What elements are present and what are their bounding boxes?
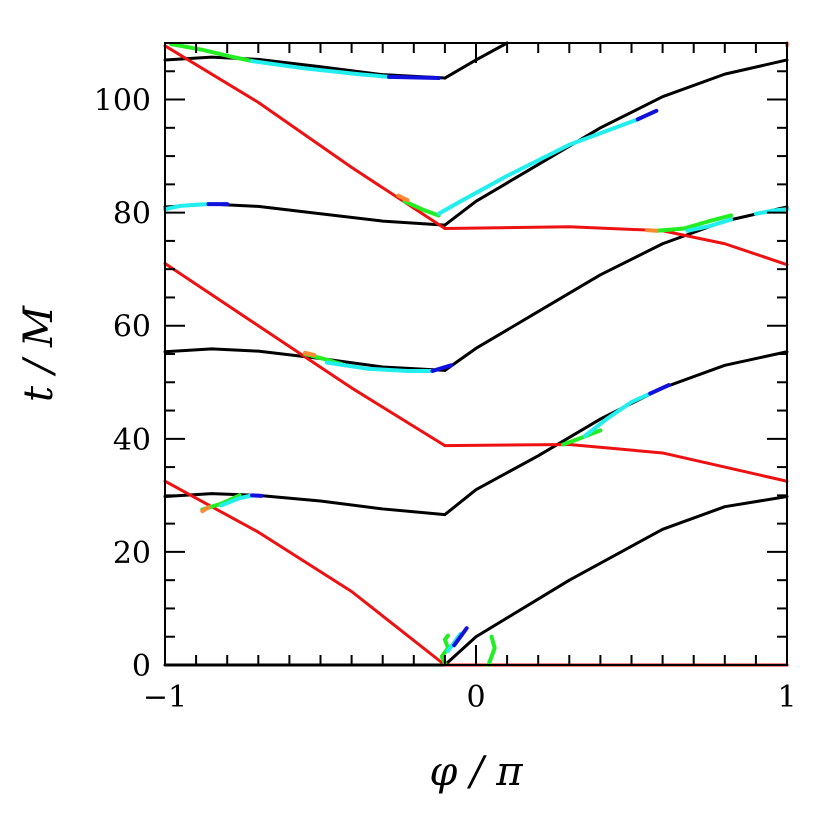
x-axis-label: φ / π <box>429 749 523 795</box>
highlight-segment-blue-17 <box>635 108 659 122</box>
highlight-segment-blue-27 <box>386 74 441 81</box>
series-line-black-3 <box>163 347 447 372</box>
series-line-black-2 <box>443 350 789 517</box>
y-tick-label-1: 20 <box>113 536 151 571</box>
highlight-segment-cyan-26 <box>250 59 391 79</box>
y-tick-label-2: 40 <box>113 423 151 458</box>
y-tick-label-4: 80 <box>113 197 151 232</box>
series-line-red-15 <box>443 225 789 267</box>
series-line-black-1 <box>163 492 447 517</box>
plot-frame <box>164 42 788 666</box>
y-axis-label: t / M <box>16 305 62 402</box>
series-line-red-12 <box>163 262 447 448</box>
highlight-segment-blue-2 <box>250 493 264 498</box>
y-tick-label-5: 100 <box>94 84 151 119</box>
highlight-segment-cyan-16 <box>436 117 640 216</box>
x-tick-label-2: 1 <box>777 680 796 715</box>
series-line-black-5 <box>163 202 447 227</box>
highlight-segment-cyan-13 <box>582 391 653 438</box>
highlight-layer <box>163 42 789 667</box>
x-tick-label-1: 0 <box>466 680 485 715</box>
highlight-segment-cyan-22 <box>163 202 211 212</box>
highlight-segment-cyan-1 <box>218 493 255 508</box>
series-line-black-6 <box>443 58 789 227</box>
highlight-segment-green-25 <box>169 42 255 64</box>
highlight-segment-orange-11 <box>302 350 317 358</box>
highlight-segment-orange-18 <box>396 193 410 203</box>
x-tick-label-0: −1 <box>143 680 187 715</box>
series-line-black-4 <box>443 205 789 372</box>
highlight-segment-orange-24 <box>645 228 659 233</box>
highlight-segment-blue-14 <box>648 383 671 396</box>
highlight-segment-blue-10 <box>430 363 454 373</box>
highlight-segment-blue-6 <box>452 626 469 648</box>
highlight-segment-cyan-21 <box>753 207 789 216</box>
series-line-red-13 <box>443 442 789 483</box>
series-line-red-14 <box>163 44 447 230</box>
y-tick-label-0: 0 <box>132 649 151 684</box>
highlight-segment-green-7 <box>486 634 497 667</box>
series-line-black-0 <box>443 494 789 667</box>
highlight-segment-green-12 <box>561 428 603 447</box>
highlight-segment-green-15 <box>402 199 441 218</box>
highlight-segment-cyan-9 <box>324 360 435 373</box>
tick-layer <box>164 43 788 666</box>
highlight-segment-orange-3 <box>200 505 211 514</box>
highlight-segment-cyan-20 <box>685 217 734 233</box>
highlight-segment-green-19 <box>654 213 734 233</box>
series-layer <box>163 41 789 667</box>
y-tick-label-3: 60 <box>113 310 151 345</box>
